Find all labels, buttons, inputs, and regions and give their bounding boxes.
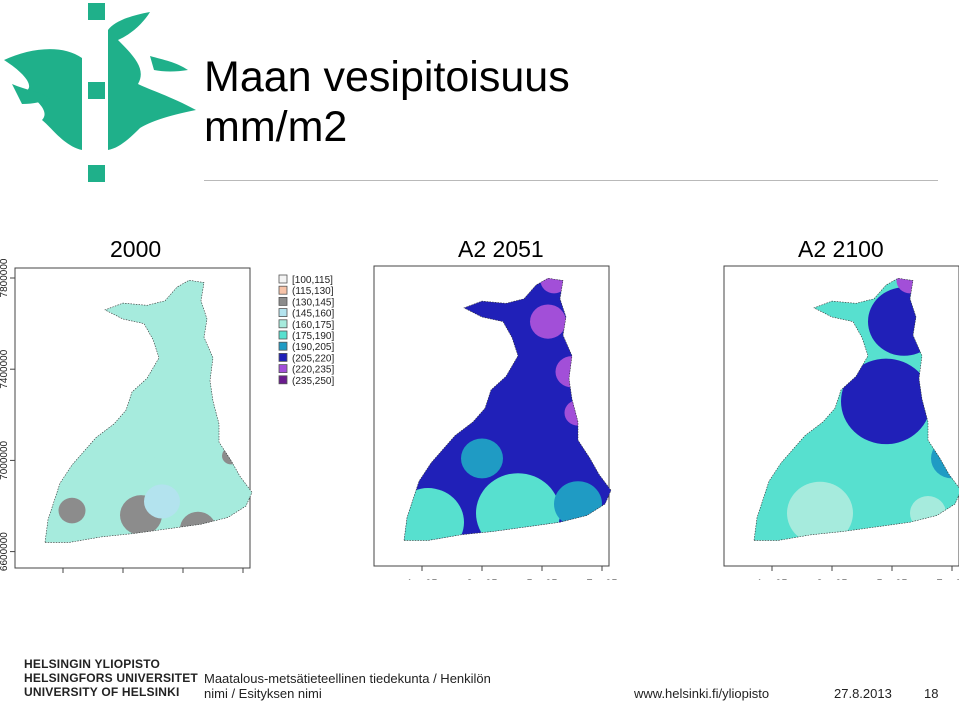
title-line-2: mm/m2 — [204, 103, 348, 151]
map-region-patch — [530, 304, 566, 339]
legend-label: (190,205] — [292, 342, 334, 353]
map-region-patch — [159, 363, 195, 398]
x-tick-label: 3e+05 — [467, 578, 498, 580]
map-region-patch — [841, 358, 931, 445]
map-region-patch — [896, 278, 924, 294]
website-link[interactable]: www.helsinki.fi/yliopisto — [634, 686, 770, 701]
map-region-patch — [58, 497, 86, 524]
legend: [100,115](115,130](130,145](145,160](160… — [278, 274, 334, 387]
legend-label: (205,220] — [292, 353, 334, 364]
university-wordmark: HELSINGIN YLIOPISTO HELSINGFORS UNIVERSI… — [24, 657, 198, 699]
y-tick-label: 7800000 — [0, 258, 10, 297]
map-panel-1: 1e+053e+055e+057e+0566000007000000740000… — [0, 258, 253, 573]
legend-swatch — [278, 274, 288, 284]
faculty-line-2: nimi / Esityksen nimi — [204, 686, 322, 701]
map-region-patch — [540, 278, 568, 294]
legend-swatch — [278, 297, 288, 306]
map-region-base — [404, 278, 611, 541]
legend-label: (160,175] — [292, 320, 334, 331]
map-region-patch — [461, 438, 503, 479]
map-region-patch — [404, 488, 464, 541]
plot-frame — [373, 265, 610, 567]
faculty-line-1: Maatalous-metsätieteellinen tiedekunta /… — [204, 671, 491, 686]
title-line-1: Maan vesipitoisuus — [204, 53, 570, 101]
legend-label: (130,145] — [292, 297, 334, 308]
map-region-patch — [45, 525, 71, 543]
y-tick-label: 7000000 — [0, 440, 10, 479]
x-tick-label: 1e+05 — [757, 578, 788, 580]
map-region-patch — [476, 473, 560, 541]
y-tick-label: 7400000 — [0, 349, 10, 388]
map-label-2000: 2000 — [110, 236, 162, 262]
map-region-patch — [554, 481, 602, 527]
plot-frame — [723, 265, 959, 567]
legend-swatch — [278, 308, 288, 317]
map-region-patch — [555, 356, 589, 388]
flame-logo-icon — [4, 3, 196, 182]
plot-frame — [14, 267, 251, 569]
map-region-patch — [222, 447, 240, 465]
legend-label: (220,235] — [292, 365, 334, 376]
map-region-patch — [787, 481, 853, 541]
legend-label: (175,190] — [292, 331, 334, 342]
x-tick-label: 7e+05 — [937, 578, 959, 580]
map-region-patch — [120, 422, 162, 463]
legend-swatch — [278, 375, 288, 385]
x-tick-label: 5e+05 — [877, 578, 908, 580]
page-title: Maan vesipitoisuus mm/m2 — [204, 52, 570, 152]
map-region-patch — [180, 511, 216, 543]
footer-date: 27.8.2013 — [834, 686, 892, 701]
legend-swatch — [278, 364, 288, 373]
x-tick-label: 3e+05 — [817, 578, 848, 580]
map-region-base — [45, 280, 252, 543]
legend-label: [100,115] — [292, 275, 333, 286]
legend-swatch — [278, 353, 288, 362]
map-region-patch — [868, 287, 940, 356]
university-name-sv: HELSINGFORS UNIVERSITET — [24, 671, 198, 685]
university-name-fi: HELSINGIN YLIOPISTO — [24, 657, 161, 671]
legend-swatch — [278, 330, 288, 340]
map-label-a2-2100: A2 2100 — [798, 236, 884, 262]
page-number: 18 — [924, 686, 939, 701]
legend-swatch — [278, 341, 288, 351]
y-tick-label: 6600000 — [0, 532, 10, 571]
map-panel-3: 1e+05 3e+05 5e+05 7e+05 — [723, 265, 959, 580]
legend-swatch — [278, 285, 288, 295]
x-tick-label: 5e+05 — [527, 578, 558, 580]
soil-moisture-maps: 1e+05 3e+05 5e+05 7e+05 6600000 7000000 740000… — [0, 258, 959, 580]
map-region-patch — [144, 484, 180, 519]
legend-label: (145,160] — [292, 309, 334, 320]
university-name-en: UNIVERSITY OF HELSINKI — [24, 685, 180, 699]
x-tick-label: 1e+05 — [407, 578, 438, 580]
legend-label: (115,130] — [292, 286, 334, 297]
x-tick-label: 7e+05 — [587, 578, 618, 580]
legend-label: (235,250] — [292, 376, 334, 387]
map-label-a2-2051: A2 2051 — [458, 236, 544, 262]
title-divider — [204, 180, 938, 181]
map-panel-2: 1e+05 3e+05 5e+05 7e+05 — [373, 265, 618, 580]
legend-swatch — [278, 319, 288, 329]
faculty-text: Maatalous-metsätieteellinen tiedekunta /… — [204, 671, 504, 701]
